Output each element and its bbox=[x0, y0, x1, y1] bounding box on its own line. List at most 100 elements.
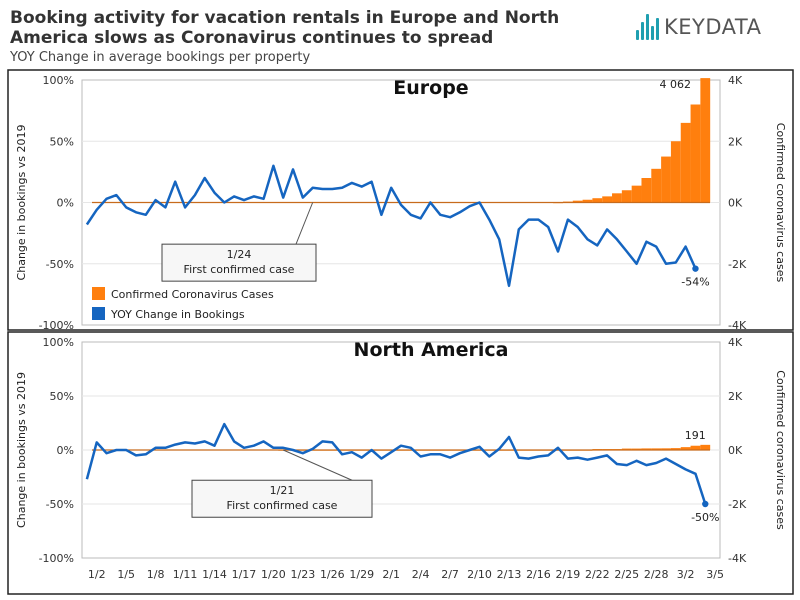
case-bar bbox=[700, 78, 711, 203]
y2-tick-label: 4K bbox=[728, 336, 743, 349]
y-tick-label: -100% bbox=[39, 552, 74, 565]
x-tick-label: 1/17 bbox=[232, 568, 257, 581]
bookings-line bbox=[85, 422, 707, 505]
case-bar bbox=[690, 445, 701, 450]
case-bar bbox=[670, 141, 681, 203]
keydata-logo: KEYDATA bbox=[636, 12, 761, 42]
annotation-date: 1/24 bbox=[227, 248, 252, 261]
y-tick-label: -100% bbox=[39, 319, 74, 332]
y2-tick-label: -4K bbox=[728, 552, 747, 565]
case-bar bbox=[631, 185, 642, 203]
y2-tick-label: -2K bbox=[728, 498, 747, 511]
annotation-date: 1/21 bbox=[270, 484, 295, 497]
case-bar bbox=[572, 200, 583, 203]
panel-border bbox=[7, 331, 794, 595]
y-tick-label: 0% bbox=[57, 197, 74, 210]
bookings-end-label: -54% bbox=[681, 276, 709, 289]
annotation-leader bbox=[283, 449, 353, 481]
case-bar bbox=[651, 448, 662, 450]
panel-border bbox=[7, 69, 794, 331]
y-tick-label: 50% bbox=[50, 390, 74, 403]
bookings-end-label: -50% bbox=[691, 511, 719, 524]
x-tick-label: 2/4 bbox=[412, 568, 430, 581]
x-tick-label: 2/19 bbox=[556, 568, 581, 581]
y2-tick-label: 0K bbox=[728, 197, 743, 210]
y2-tick-label: 2K bbox=[728, 135, 743, 148]
legend-label-bookings: YOY Change in Bookings bbox=[110, 308, 245, 321]
case-bar bbox=[631, 448, 642, 450]
y2-axis-label: Confirmed coronavirus cases bbox=[774, 370, 787, 530]
x-tick-label: 1/8 bbox=[147, 568, 165, 581]
y2-axis-label: Confirmed coronavirus cases bbox=[774, 123, 787, 283]
x-tick-label: 1/26 bbox=[320, 568, 345, 581]
annotation-box bbox=[161, 243, 317, 282]
y-tick-label: 0% bbox=[57, 444, 74, 457]
case-bar bbox=[690, 104, 701, 203]
y-tick-label: 100% bbox=[43, 336, 74, 349]
x-tick-label: 1/11 bbox=[173, 568, 198, 581]
case-bar bbox=[700, 444, 711, 450]
legend-label-cases: Confirmed Coronavirus Cases bbox=[111, 288, 274, 301]
y-tick-label: -50% bbox=[46, 498, 74, 511]
x-tick-label: 2/10 bbox=[467, 568, 492, 581]
case-bar bbox=[592, 198, 603, 203]
x-tick-label: 2/25 bbox=[614, 568, 639, 581]
bookings-line bbox=[85, 164, 697, 288]
y2-tick-label: -2K bbox=[728, 258, 747, 271]
x-tick-label: 1/29 bbox=[349, 568, 374, 581]
legend-swatch-bookings bbox=[92, 307, 105, 320]
y2-tick-label: 2K bbox=[728, 390, 743, 403]
y2-tick-label: 4K bbox=[728, 74, 743, 87]
y2-tick-label: 0K bbox=[728, 444, 743, 457]
bookings-end-point bbox=[692, 265, 699, 272]
case-bar bbox=[621, 448, 632, 450]
x-tick-label: 2/1 bbox=[382, 568, 400, 581]
annotation-text: First confirmed case bbox=[184, 263, 295, 276]
case-bar bbox=[612, 193, 622, 203]
annotation-leader bbox=[295, 202, 314, 245]
bar-chart-logo-icon bbox=[636, 14, 659, 40]
y-axis-label: Change in bookings vs 2019 bbox=[15, 372, 28, 528]
x-tick-label: 3/2 bbox=[677, 568, 695, 581]
case-bar bbox=[661, 156, 671, 203]
chart-subtitle: YOY Change in average bookings per prope… bbox=[10, 50, 311, 65]
y-tick-label: 100% bbox=[43, 74, 74, 87]
case-bar bbox=[651, 168, 662, 203]
x-tick-label: 3/5 bbox=[706, 568, 724, 581]
annotation-text: First confirmed case bbox=[227, 499, 338, 512]
logo-text: KEYDATA bbox=[664, 15, 762, 39]
legend-swatch-cases bbox=[92, 287, 105, 300]
y-tick-label: 50% bbox=[50, 135, 74, 148]
x-tick-label: 1/2 bbox=[88, 568, 106, 581]
x-tick-label: 2/28 bbox=[644, 568, 669, 581]
case-bar bbox=[641, 448, 652, 450]
cases-end-label: 191 bbox=[685, 429, 706, 442]
y-axis-label: Change in bookings vs 2019 bbox=[15, 125, 28, 281]
x-tick-label: 1/20 bbox=[261, 568, 286, 581]
case-bar bbox=[661, 448, 671, 450]
x-tick-label: 2/22 bbox=[585, 568, 610, 581]
cases-end-label: 4 062 bbox=[660, 78, 692, 91]
case-bar bbox=[680, 122, 691, 203]
case-bar bbox=[641, 178, 652, 203]
y-tick-label: -50% bbox=[46, 258, 74, 271]
x-tick-label: 1/14 bbox=[202, 568, 227, 581]
panel-title: Europe bbox=[393, 77, 468, 99]
chart-title: Booking activity for vacation rentals in… bbox=[10, 8, 560, 48]
y2-tick-label: -4K bbox=[728, 319, 747, 332]
x-tick-label: 2/7 bbox=[441, 568, 459, 581]
x-tick-label: 1/23 bbox=[290, 568, 315, 581]
case-bar bbox=[680, 447, 691, 450]
bookings-end-point bbox=[702, 500, 709, 508]
panel-europe bbox=[7, 69, 794, 331]
x-tick-label: 2/16 bbox=[526, 568, 551, 581]
panel-title: North America bbox=[354, 339, 509, 361]
case-bar bbox=[670, 448, 681, 450]
case-bar bbox=[621, 190, 632, 203]
x-tick-label: 2/13 bbox=[497, 568, 522, 581]
panel-north-america bbox=[7, 331, 794, 595]
x-tick-label: 1/5 bbox=[117, 568, 135, 581]
annotation-box bbox=[191, 479, 373, 518]
case-bar bbox=[602, 196, 613, 203]
